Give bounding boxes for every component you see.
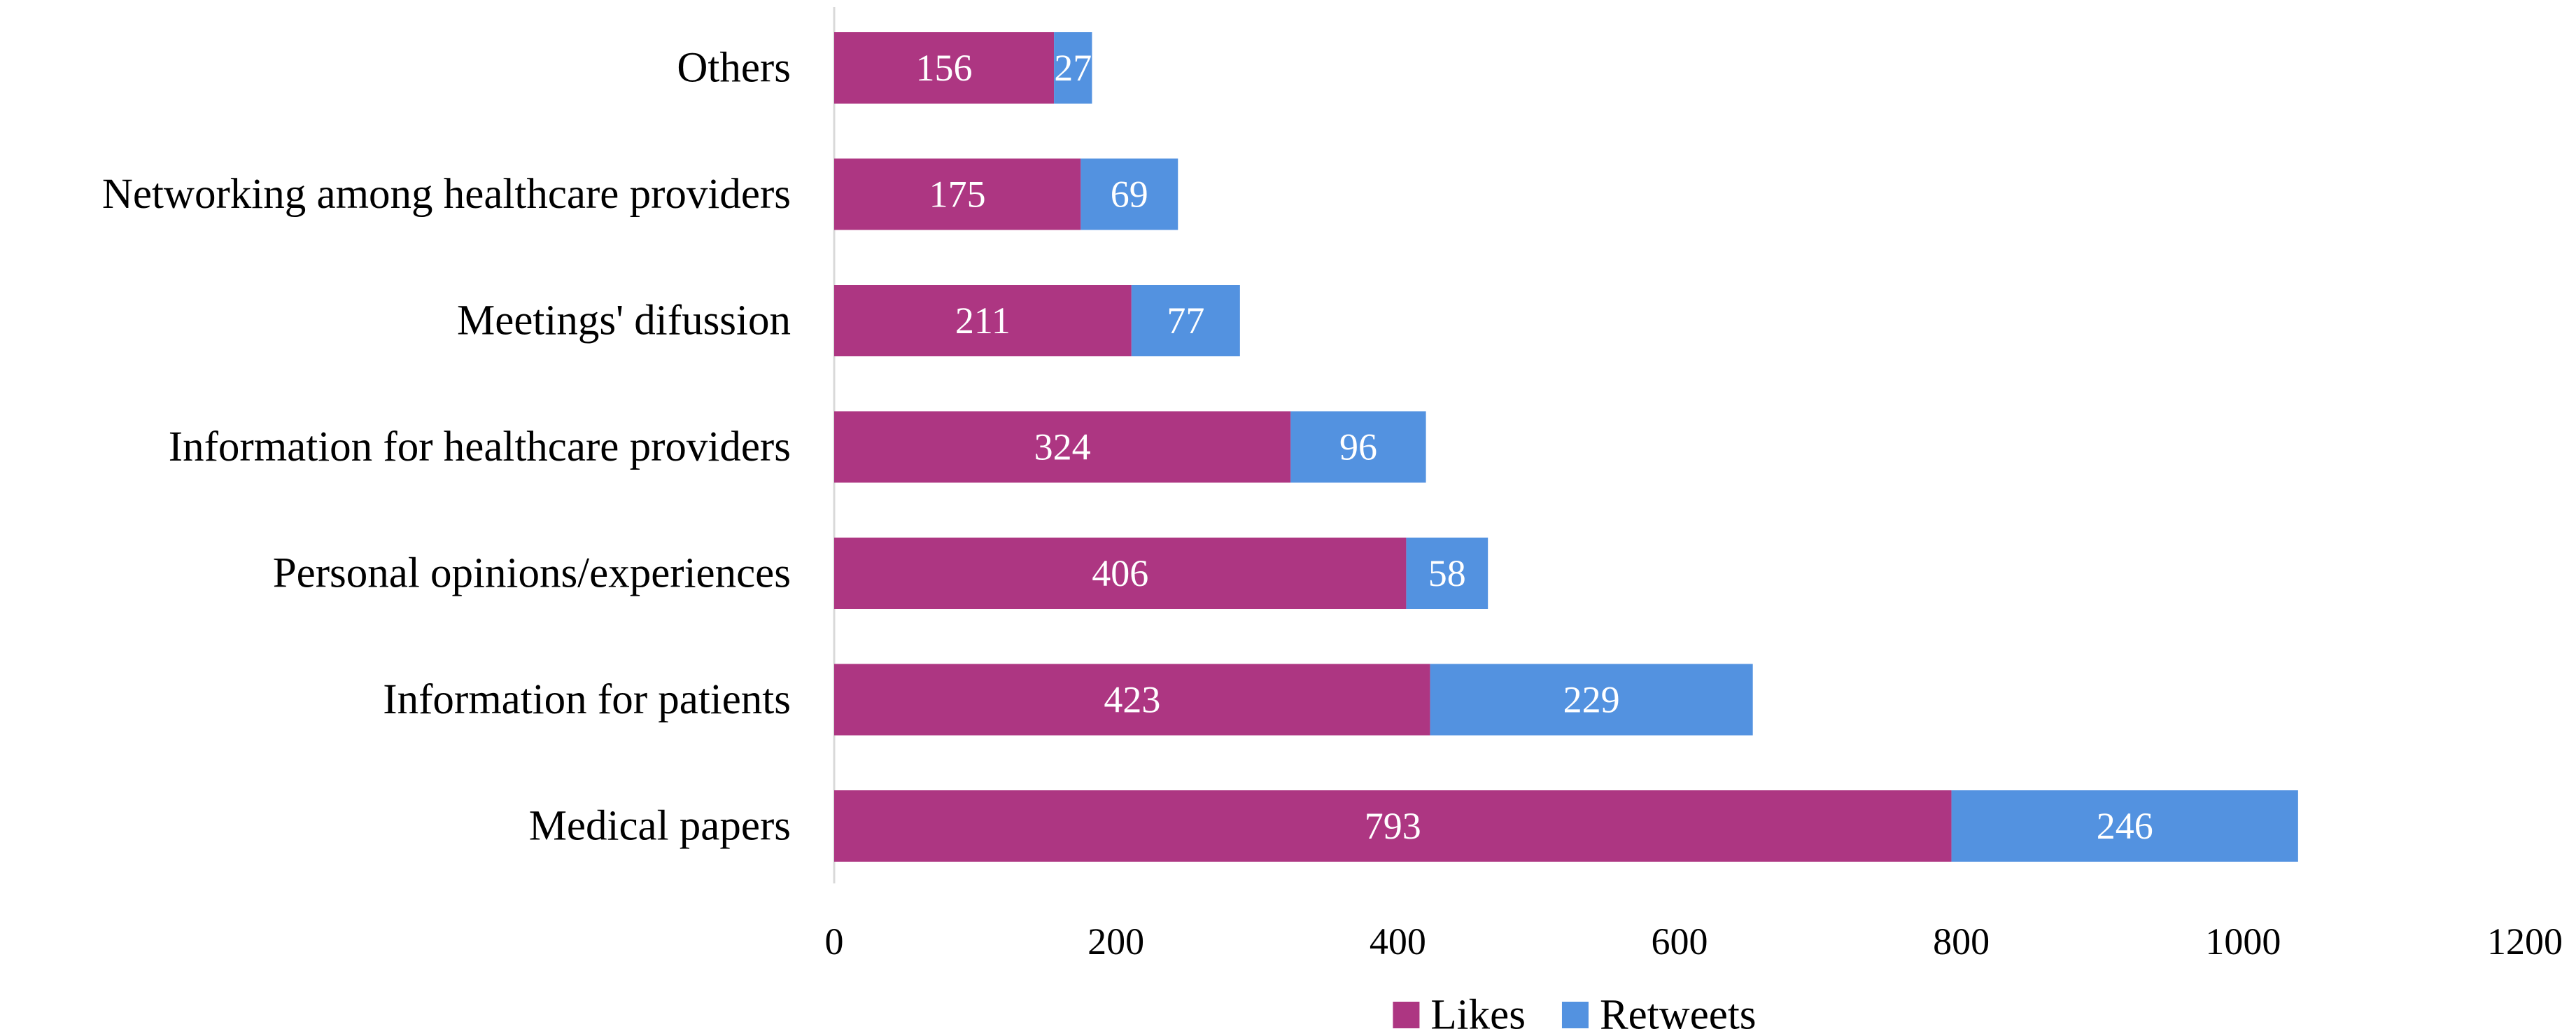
category-label: Personal opinions/experiences <box>273 550 791 597</box>
bar-likes-0 <box>834 32 1055 104</box>
data-label-likes-1: 175 <box>929 174 986 216</box>
legend-swatch-likes <box>1393 1002 1420 1028</box>
bar-retweets-1 <box>1081 158 1178 230</box>
bar-likes-4 <box>834 538 1407 609</box>
legend-label-likes: Likes <box>1430 992 1526 1036</box>
data-label-likes-2: 211 <box>955 300 1011 342</box>
bar-retweets-4 <box>1406 538 1488 609</box>
x-tick-label: 1200 <box>2487 920 2563 962</box>
data-label-retweets-6: 246 <box>2097 805 2153 847</box>
data-label-likes-0: 156 <box>916 47 973 89</box>
data-label-retweets-4: 58 <box>1428 552 1466 594</box>
bar-retweets-2 <box>1131 285 1240 356</box>
bar-retweets-0 <box>1054 32 1092 104</box>
bar-retweets-5 <box>1430 664 1753 736</box>
data-label-retweets-0: 27 <box>1054 47 1092 89</box>
data-label-retweets-1: 69 <box>1111 174 1148 216</box>
data-label-likes-3: 324 <box>1034 426 1091 468</box>
data-label-likes-6: 793 <box>1365 805 1421 847</box>
data-label-retweets-5: 229 <box>1563 679 1620 721</box>
bar-likes-3 <box>834 411 1291 483</box>
x-tick-labels-group: 0 200 400 600 800 1000 1200 <box>825 920 2563 962</box>
category-label: Others <box>677 45 791 92</box>
legend-swatch-retweets <box>1561 1002 1589 1028</box>
data-label-retweets-3: 96 <box>1339 426 1377 468</box>
x-tick-label: 200 <box>1088 920 1144 962</box>
x-tick-label: 1000 <box>2205 920 2281 962</box>
x-tick-label: 800 <box>1933 920 1990 962</box>
bar-retweets-3 <box>1290 411 1426 483</box>
bar-likes-1 <box>834 158 1081 230</box>
data-label-likes-4: 406 <box>1092 552 1148 594</box>
legend-item-likes: Likes <box>1393 992 1526 1036</box>
category-label: Information for healthcare providers <box>169 424 791 470</box>
x-tick-label: 600 <box>1652 920 1708 962</box>
bar-likes-5 <box>834 664 1430 736</box>
category-label: Networking among healthcare providers <box>102 171 791 218</box>
x-tick-label: 400 <box>1370 920 1426 962</box>
bar-likes-6 <box>834 790 1952 862</box>
category-label: Medical papers <box>529 803 791 850</box>
bar-retweets-6 <box>1951 790 2298 862</box>
bars-group: 156 27 175 69 211 77 324 96 406 58 423 229 793 246 <box>834 32 2298 862</box>
data-label-likes-5: 423 <box>1104 679 1160 721</box>
bar-likes-2 <box>834 285 1132 356</box>
category-labels-group: Others Networking among healthcare provid… <box>102 45 791 850</box>
legend-label-retweets: Retweets <box>1600 992 1757 1036</box>
data-label-retweets-2: 77 <box>1167 300 1204 342</box>
x-tick-label: 0 <box>825 920 844 962</box>
category-label: Information for patients <box>383 676 791 723</box>
legend-item-retweets: Retweets <box>1561 992 1757 1036</box>
legend: Likes Retweets <box>1393 992 1757 1036</box>
category-label: Meetings' difussion <box>457 298 791 344</box>
